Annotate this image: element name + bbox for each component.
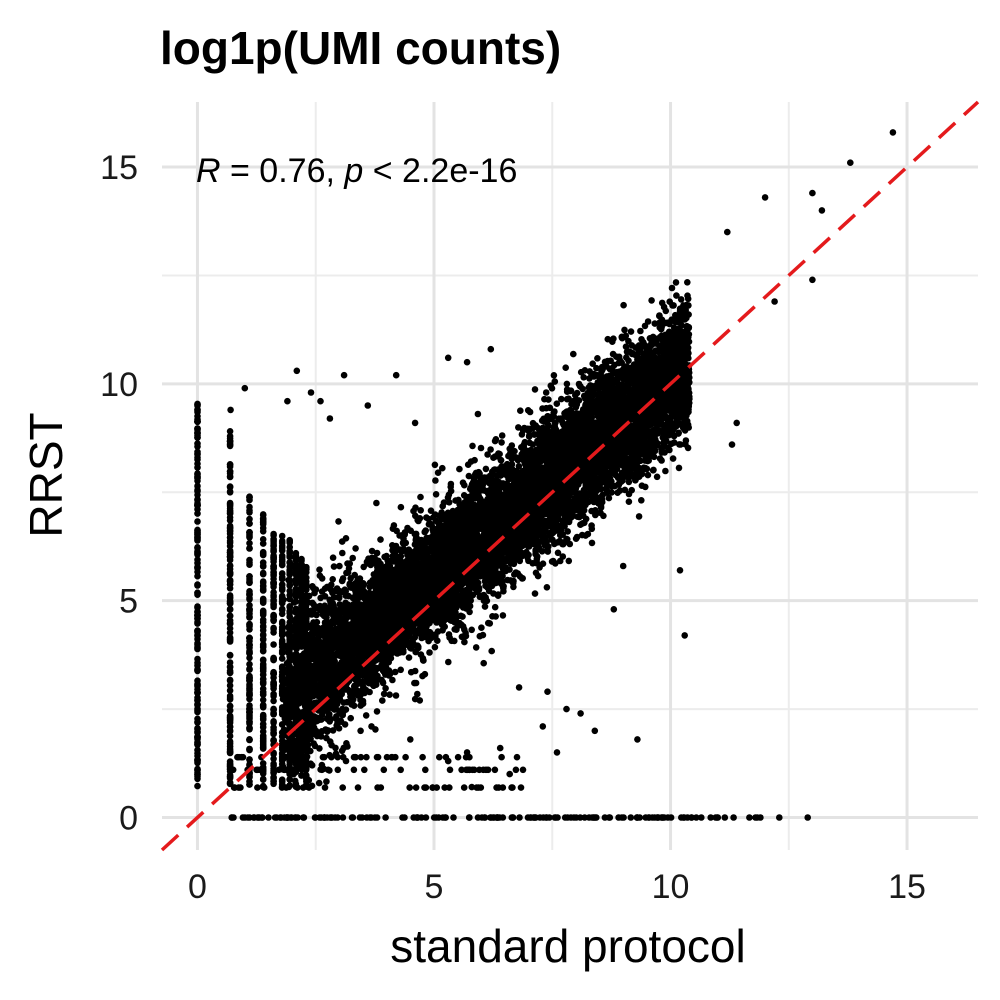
data-point	[484, 451, 491, 458]
data-point	[472, 644, 480, 651]
data-point	[670, 439, 678, 446]
data-point	[565, 557, 573, 565]
data-point	[329, 727, 337, 734]
data-point	[344, 560, 351, 567]
data-point	[373, 499, 380, 507]
data-point	[486, 620, 494, 627]
data-point	[590, 498, 598, 506]
data-point	[474, 410, 482, 418]
data-point	[544, 548, 552, 555]
data-point	[587, 382, 594, 390]
data-point	[335, 518, 342, 525]
data-point	[621, 326, 628, 334]
data-point	[494, 591, 502, 598]
data-point	[482, 465, 490, 473]
data-point	[379, 697, 386, 704]
data-point	[324, 727, 332, 734]
data-point	[625, 498, 633, 506]
data-point	[377, 536, 384, 543]
data-point	[620, 301, 627, 309]
data-point	[520, 441, 528, 449]
data-point	[564, 528, 571, 535]
data-point	[504, 576, 511, 584]
data-point	[554, 549, 562, 557]
data-point	[621, 486, 629, 494]
data-point	[658, 457, 665, 464]
data-point	[362, 712, 370, 719]
data-point	[498, 439, 505, 446]
data-point	[637, 327, 644, 335]
data-point	[627, 328, 635, 335]
data-point	[421, 670, 429, 678]
data-point	[581, 367, 589, 374]
data-point	[480, 659, 488, 667]
data-point	[414, 690, 421, 698]
data-point	[488, 647, 496, 655]
data-point	[551, 378, 559, 385]
data-point	[641, 322, 649, 330]
data-point	[531, 590, 539, 597]
data-point	[653, 473, 661, 481]
data-point	[347, 714, 355, 722]
data-point	[445, 658, 452, 666]
data-point	[498, 432, 506, 439]
data-point	[368, 547, 376, 555]
data-point	[468, 626, 476, 634]
data-point	[392, 692, 400, 699]
data-point	[677, 441, 684, 448]
data-point	[478, 624, 485, 631]
data-point	[423, 514, 430, 521]
data-point	[340, 744, 348, 752]
data-point	[622, 343, 630, 351]
data-point	[548, 385, 556, 392]
data-point	[471, 456, 478, 464]
data-point	[614, 489, 621, 497]
data-point	[558, 395, 565, 403]
data-point	[465, 472, 473, 480]
data-point	[368, 723, 375, 730]
data-point	[487, 446, 494, 453]
data-point	[491, 603, 499, 611]
data-point	[452, 497, 459, 504]
data-point	[380, 690, 388, 698]
data-point	[351, 571, 359, 579]
data-point	[565, 395, 572, 403]
data-point	[491, 437, 499, 445]
data-point	[405, 654, 413, 661]
data-point	[635, 513, 643, 520]
data-point	[563, 380, 571, 388]
data-point	[397, 666, 405, 674]
data-points	[194, 129, 897, 821]
data-point	[538, 548, 546, 555]
data-point	[373, 708, 381, 715]
data-point	[594, 355, 601, 362]
data-point	[479, 631, 487, 639]
data-point	[477, 444, 485, 452]
data-point	[481, 603, 489, 610]
data-point	[580, 374, 587, 381]
data-point	[417, 507, 425, 514]
data-point	[658, 299, 666, 307]
data-point	[550, 372, 558, 379]
data-point	[323, 778, 330, 785]
data-point	[593, 364, 600, 372]
data-point	[417, 493, 424, 501]
data-point	[426, 649, 433, 656]
data-point	[459, 613, 466, 620]
